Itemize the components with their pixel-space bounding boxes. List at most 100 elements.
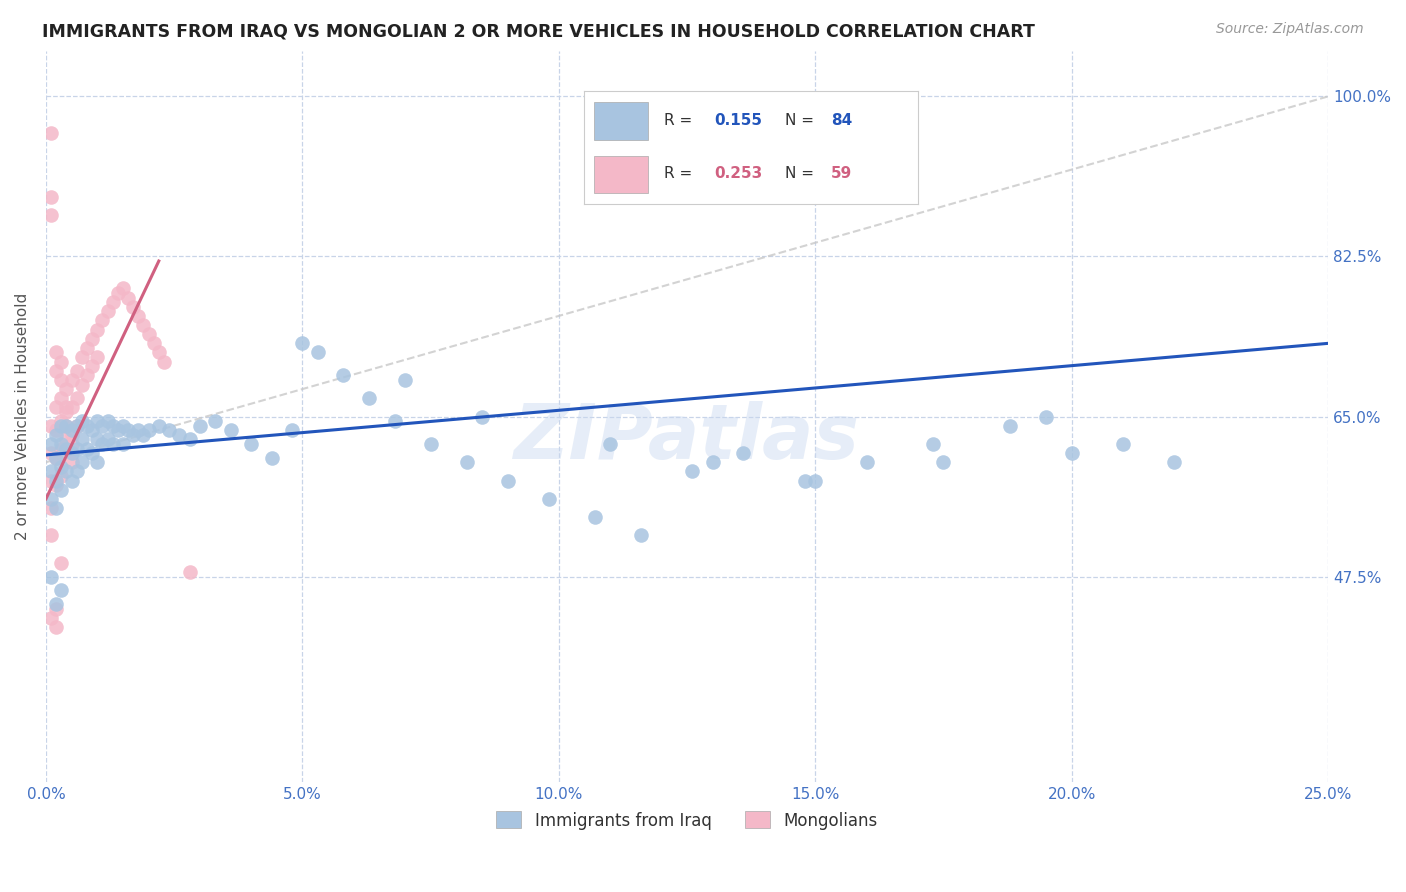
Point xyxy=(681,464,703,478)
Point xyxy=(86,455,108,469)
Point xyxy=(39,528,62,542)
Point xyxy=(39,611,62,625)
Point xyxy=(122,427,145,442)
Point xyxy=(583,510,606,524)
Point xyxy=(204,414,226,428)
Point xyxy=(70,433,93,447)
Point xyxy=(39,208,62,222)
Point xyxy=(45,597,67,611)
Point xyxy=(39,190,62,204)
Point xyxy=(60,474,83,488)
Point xyxy=(60,455,83,469)
Point xyxy=(55,464,77,478)
Point xyxy=(922,437,945,451)
Point xyxy=(51,418,73,433)
Point xyxy=(96,433,118,447)
Point xyxy=(111,418,134,433)
Point xyxy=(76,368,98,383)
Point xyxy=(86,350,108,364)
Point xyxy=(153,354,176,368)
Point xyxy=(599,437,621,451)
Point xyxy=(733,446,755,460)
Point xyxy=(794,474,817,488)
Point xyxy=(45,450,67,465)
Point xyxy=(66,464,89,478)
Point xyxy=(1060,446,1083,460)
Point xyxy=(51,469,73,483)
Point xyxy=(419,437,441,451)
Text: ZIPatlas: ZIPatlas xyxy=(515,401,860,475)
Point xyxy=(148,418,170,433)
Point xyxy=(179,433,201,447)
Point xyxy=(260,450,283,465)
Point xyxy=(932,455,955,469)
Point xyxy=(91,313,114,327)
Point xyxy=(45,364,67,378)
Point xyxy=(359,391,381,405)
Legend: Immigrants from Iraq, Mongolians: Immigrants from Iraq, Mongolians xyxy=(489,805,884,836)
Point xyxy=(45,345,67,359)
Point xyxy=(39,418,62,433)
Point xyxy=(45,620,67,634)
Point xyxy=(45,500,67,515)
Point xyxy=(60,401,83,415)
Point xyxy=(60,446,83,460)
Point xyxy=(107,286,129,301)
Point xyxy=(82,332,104,346)
Point xyxy=(45,427,67,442)
Point xyxy=(70,414,93,428)
Point xyxy=(55,418,77,433)
Point xyxy=(132,318,155,332)
Point xyxy=(240,437,263,451)
Point xyxy=(66,418,89,433)
Point xyxy=(456,455,478,469)
Point xyxy=(76,341,98,355)
Point xyxy=(66,442,89,456)
Point xyxy=(55,433,77,447)
Point xyxy=(45,423,67,437)
Point xyxy=(96,414,118,428)
Point xyxy=(86,414,108,428)
Point xyxy=(1035,409,1057,424)
Y-axis label: 2 or more Vehicles in Household: 2 or more Vehicles in Household xyxy=(15,293,30,541)
Point xyxy=(82,359,104,374)
Point xyxy=(107,423,129,437)
Point xyxy=(82,446,104,460)
Point xyxy=(76,418,98,433)
Point xyxy=(101,437,124,451)
Point xyxy=(86,433,108,447)
Point xyxy=(332,368,354,383)
Point xyxy=(39,446,62,460)
Point xyxy=(51,354,73,368)
Point xyxy=(702,455,724,469)
Point xyxy=(86,323,108,337)
Point xyxy=(39,464,62,478)
Point xyxy=(91,418,114,433)
Point xyxy=(117,291,139,305)
Point xyxy=(101,418,124,433)
Point xyxy=(471,409,494,424)
Point xyxy=(219,423,242,437)
Point xyxy=(51,391,73,405)
Point xyxy=(179,565,201,579)
Point xyxy=(855,455,877,469)
Point xyxy=(496,474,519,488)
Point xyxy=(127,309,149,323)
Point xyxy=(45,474,67,488)
Point xyxy=(96,304,118,318)
Point xyxy=(117,423,139,437)
Point xyxy=(281,423,304,437)
Point xyxy=(51,459,73,474)
Point xyxy=(138,423,160,437)
Point xyxy=(169,427,191,442)
Point xyxy=(39,569,62,583)
Point xyxy=(55,418,77,433)
Point xyxy=(55,442,77,456)
Point xyxy=(157,423,180,437)
Point xyxy=(60,427,83,442)
Point xyxy=(1112,437,1135,451)
Point xyxy=(45,478,67,492)
Point xyxy=(45,601,67,615)
Point xyxy=(291,336,314,351)
Text: Source: ZipAtlas.com: Source: ZipAtlas.com xyxy=(1216,22,1364,37)
